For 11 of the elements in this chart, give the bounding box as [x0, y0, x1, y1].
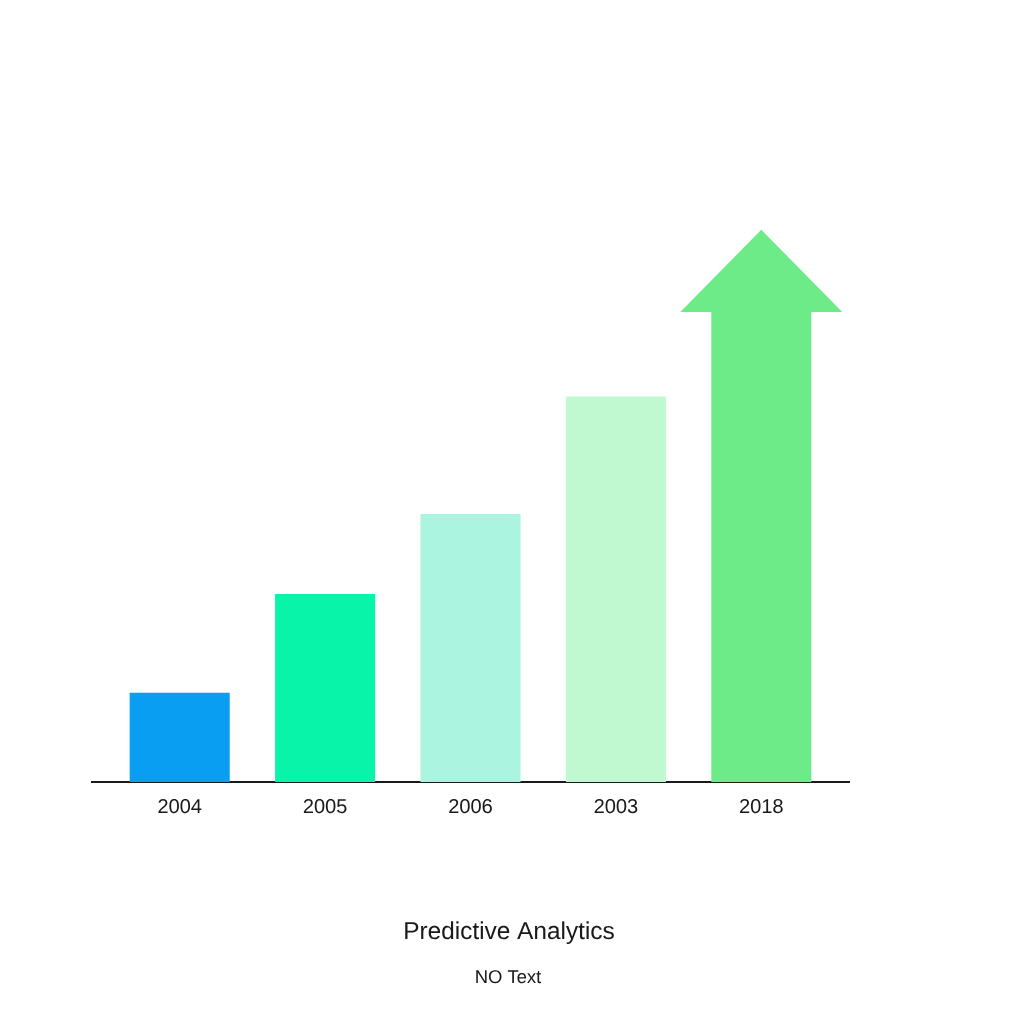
- x-tick-label: 2006: [449, 799, 492, 814]
- x-tick-label: 2018: [740, 799, 783, 814]
- text: Predictive Analytics: [405, 921, 614, 945]
- x-tick-label: 2003: [594, 799, 638, 814]
- x-tick-label: 2004: [158, 799, 202, 814]
- bar: [565, 396, 666, 782]
- text: NO Text: [476, 970, 542, 984]
- bar: [420, 514, 521, 782]
- x-tick-label: 2005: [303, 799, 347, 814]
- bar: [275, 594, 376, 782]
- bar: [129, 692, 230, 782]
